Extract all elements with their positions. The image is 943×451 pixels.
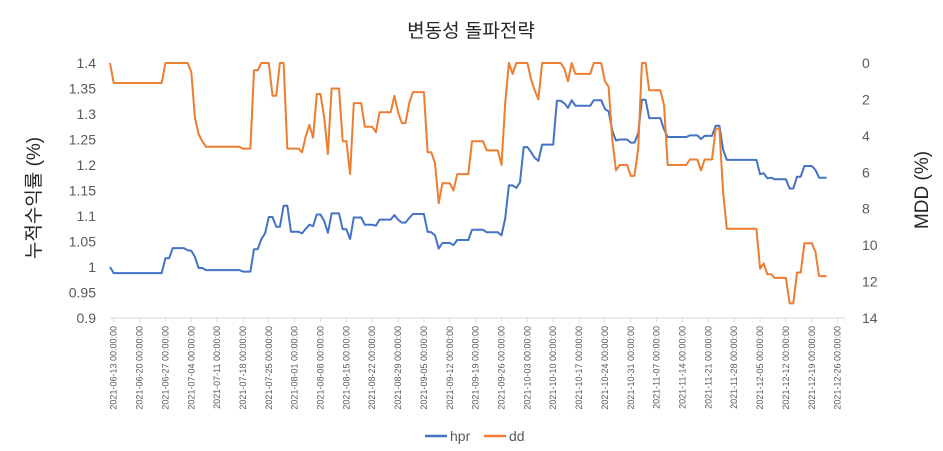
x-tick-label: 2021-06-13 00:00:00 [109,326,119,410]
y-tick-label: 1.35 [69,81,96,97]
legend: hpr dd [425,428,525,444]
x-tick-label: 2021-12-12 00:00:00 [781,326,791,410]
x-tick-label: 2021-08-01 00:00:00 [290,326,300,410]
x-tick-label: 2021-08-15 00:00:00 [341,326,351,410]
y-tick-label: 0.95 [69,285,96,301]
x-tick-label: 2021-09-05 00:00:00 [419,326,429,410]
y2-tick-label: 10 [862,237,878,253]
x-tick-label: 2021-09-19 00:00:00 [471,326,481,410]
x-tick-label: 2021-12-05 00:00:00 [755,326,765,410]
y-tick-label: 1.1 [77,208,97,224]
y2-tick-label: 14 [862,310,878,326]
x-tick-label: 2021-12-19 00:00:00 [807,326,817,410]
series-line-dd [109,62,827,305]
y-tick-label: 1.25 [69,132,96,148]
legend-label-hpr: hpr [450,428,471,444]
x-tick-label: 2021-06-20 00:00:00 [135,326,145,410]
x-tick-label: 2021-12-26 00:00:00 [833,326,843,410]
x-tick-label: 2021-08-22 00:00:00 [367,326,377,410]
x-tick-label: 2021-11-14 00:00:00 [677,326,687,409]
x-tick-label: 2021-07-18 00:00:00 [238,326,248,410]
x-tick-label: 2021-11-21 00:00:00 [703,326,713,409]
x-tick-label: 2021-10-31 00:00:00 [626,326,636,410]
x-tick-label: 2021-10-03 00:00:00 [522,326,532,410]
x-tick-label: 2021-10-17 00:00:00 [574,326,584,410]
y-tick-label: 1.15 [69,183,96,199]
y-axis-label: 누적수익률 (%) [23,137,45,259]
x-tick-label: 2021-06-27 00:00:00 [160,326,170,410]
y2-tick-label: 8 [862,201,870,217]
legend-label-dd: dd [509,428,525,444]
x-tick-label: 2021-09-12 00:00:00 [445,326,455,410]
x-tick-label: 2021-07-11 00:00:00 [212,326,222,409]
x-tick-label: 2021-11-07 00:00:00 [652,326,662,409]
y-tick-label: 1 [88,259,96,275]
y-tick-label: 1.3 [77,106,97,122]
x-tick-label: 2021-07-25 00:00:00 [264,326,274,410]
x-tick-label: 2021-08-29 00:00:00 [393,326,403,410]
y2-tick-label: 2 [862,91,870,107]
chart-title: 변동성 돌파전략 [407,20,535,42]
y2-tick-label: 4 [862,128,870,144]
x-tick-label: 2021-10-24 00:00:00 [600,326,610,410]
x-tick-label: 2021-09-26 00:00:00 [497,326,507,410]
y-tick-label: 1.2 [77,157,97,173]
x-tick-label: 2021-07-04 00:00:00 [186,326,196,410]
y-tick-label: 0.9 [77,310,97,326]
x-tick-label: 2021-08-08 00:00:00 [316,326,326,410]
x-tick-label: 2021-10-10 00:00:00 [548,326,558,410]
y-tick-label: 1.4 [77,55,97,71]
y2-tick-label: 12 [862,274,878,290]
series-line-hpr [109,98,827,275]
y2-tick-label: 0 [862,55,870,71]
y2-axis-label: MDD (%) [912,151,933,229]
plot-area: 0.9 0.95 1 1.05 1.1 1.15 1.2 1.25 1.3 1.35 1.4 0 2 4 6… [69,55,878,410]
y-tick-label: 1.05 [69,234,96,250]
y2-tick-label: 6 [862,164,870,180]
x-tick-label: 2021-11-28 00:00:00 [729,326,739,409]
